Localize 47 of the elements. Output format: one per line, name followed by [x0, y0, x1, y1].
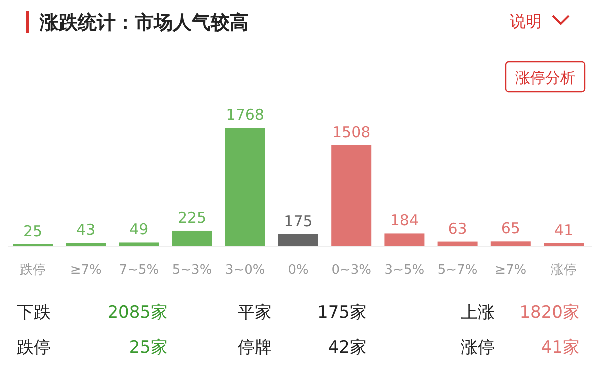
data-label: 25 — [23, 222, 43, 240]
text: 42家 — [328, 338, 367, 358]
bar — [225, 128, 266, 246]
data-label: 175 — [284, 212, 313, 230]
bar — [172, 230, 212, 246]
x-tick-label: 7~5% — [119, 263, 160, 278]
bar — [119, 242, 160, 246]
text: 涨停分析 — [516, 69, 576, 87]
data-label: 41 — [554, 221, 574, 240]
text: 涨停 — [461, 338, 495, 358]
x-tick-label: 涨停 — [551, 263, 577, 278]
data-label: 1768 — [226, 106, 264, 124]
data-label: 65 — [501, 220, 520, 238]
bar — [438, 242, 478, 246]
text: 下跌 — [17, 303, 51, 323]
text: 175家 — [318, 303, 367, 323]
x-tick-label: 跌停 — [20, 263, 46, 278]
x-tick-label: 3~5% — [384, 263, 425, 278]
x-tick-label: ≥7% — [70, 263, 102, 278]
bar — [490, 242, 531, 246]
text: 上涨 — [461, 303, 495, 323]
data-label: 1508 — [332, 123, 371, 142]
text: 停牌 — [238, 338, 272, 358]
text: 41家 — [541, 338, 580, 358]
data-label: 225 — [178, 208, 207, 227]
data-label: 63 — [448, 220, 468, 238]
text: 说明 — [510, 12, 542, 31]
bar — [278, 234, 318, 246]
bar — [384, 234, 425, 246]
x-tick-label: 3~0% — [226, 263, 266, 278]
data-label: 184 — [390, 212, 420, 230]
text: 1820家 — [520, 303, 580, 323]
x-tick-label: 0% — [288, 263, 309, 278]
data-label: 49 — [130, 220, 149, 239]
bar — [66, 243, 106, 246]
x-tick-label: 5~7% — [438, 263, 478, 278]
bar — [544, 243, 584, 246]
chart-title: 涨跌统计：市场人气较高 — [39, 12, 249, 34]
x-tick-label: 0~3% — [332, 263, 372, 278]
x-tick-label: 5~3% — [172, 263, 212, 278]
text: 2085家 — [108, 303, 168, 323]
text: 跌停 — [17, 338, 51, 358]
bar — [332, 145, 372, 246]
text: 25家 — [129, 338, 168, 358]
data-label: 43 — [76, 221, 96, 240]
text: 平家 — [238, 303, 272, 323]
x-tick-label: ≥7% — [495, 263, 527, 278]
